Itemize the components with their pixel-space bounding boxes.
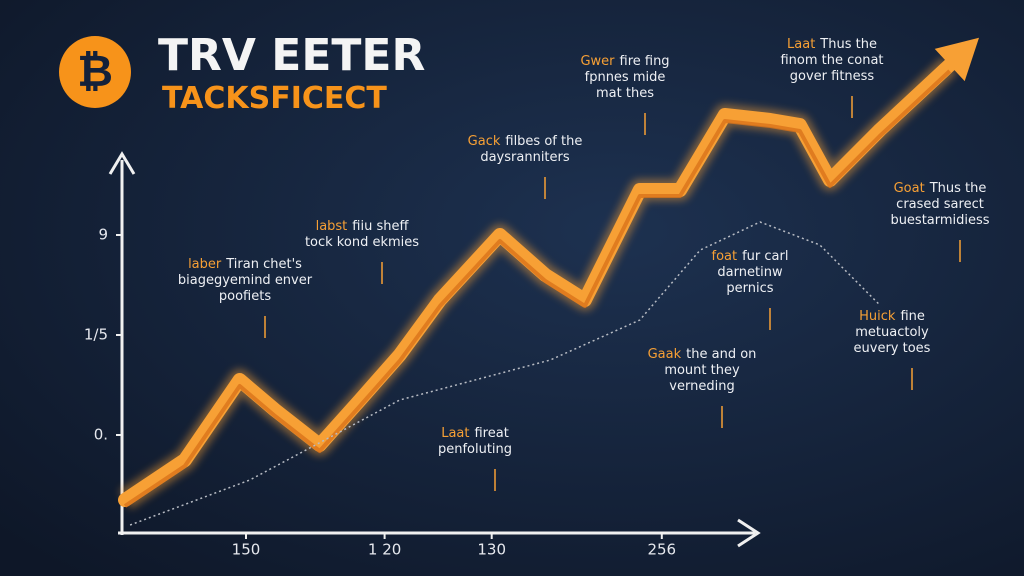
annotation-text: tock kond ekmies — [305, 235, 419, 250]
annotation-lead: Huick — [859, 309, 896, 324]
annotation-lead: laber — [188, 257, 222, 272]
annotation-text: fpnnes mide — [585, 70, 666, 85]
annotation-lead: Gaak — [648, 347, 682, 362]
annotation-text: daysranniters — [480, 150, 570, 165]
y-tick-label: 9 — [98, 226, 108, 244]
annotation-text: Tiran chet's — [225, 257, 302, 272]
annotation-lead: Gwer — [580, 54, 615, 69]
annotation-text: poofiets — [219, 289, 271, 304]
chart-subtitle: TACKSFICECT — [162, 81, 387, 116]
annotation: Laat fireat penfoluting — [438, 426, 512, 457]
annotation-text: the and on — [686, 347, 756, 362]
annotation: foat fur carl darnetinw pernics — [712, 249, 789, 296]
annotation-text: fiiu sheff — [352, 219, 409, 234]
x-tick-label: 256 — [647, 541, 676, 559]
annotation: Gack filbes of the daysranniters — [468, 134, 583, 165]
x-axis — [118, 518, 761, 548]
annotation-text: crased sarect — [896, 197, 984, 212]
annotation-text: fireat — [474, 426, 508, 441]
annotation-text: fur carl — [742, 249, 788, 264]
annotation-text: penfoluting — [438, 442, 512, 457]
annotation-text: metuactoly — [855, 325, 929, 340]
x-tick-label: 1 20 — [368, 541, 401, 559]
annotation: laber Tiran chet's biagegyemind enver poofi… — [178, 257, 313, 304]
annotation-lead: foat — [712, 249, 738, 264]
trend-line — [129, 221, 881, 526]
annotation-text: mount they — [664, 363, 740, 378]
x-tick-label: 130 — [477, 541, 506, 559]
annotation-text: finom the conat — [780, 53, 883, 68]
annotation-text: biagegyemind enver — [178, 273, 313, 288]
annotation-text: darnetinw — [717, 265, 783, 280]
axes — [108, 151, 761, 548]
annotation-text: Thus the — [819, 37, 877, 52]
annotation: Huick fine metuactoly euvery toes — [854, 309, 931, 356]
annotation-text: buestarmidiess — [890, 213, 989, 228]
annotation-text: filbes of the — [505, 134, 582, 149]
annotation-lead: Goat — [894, 181, 925, 196]
annotation-text: Thus the — [929, 181, 987, 196]
arrow-head — [934, 37, 980, 82]
annotation-text: fire fing — [620, 54, 670, 69]
y-tick-label: 1/5 — [84, 326, 108, 344]
logo-symbol: ₿ — [77, 46, 113, 97]
price-line — [118, 58, 957, 507]
price-shadow — [123, 69, 952, 508]
annotation-text: fine — [900, 309, 924, 324]
y-axis — [108, 151, 136, 535]
annotation: labst fiiu sheff tock kond ekmies — [305, 219, 419, 250]
annotation: Laat Thus the finom the conat gover fitness — [780, 37, 883, 84]
annotation-lead: Laat — [441, 426, 469, 441]
annotation-text: mat thes — [596, 86, 654, 101]
annotation-text: verneding — [669, 379, 734, 394]
x-tick-label: 150 — [232, 541, 261, 559]
annotation-lead: Laat — [787, 37, 815, 52]
logo-circle — [59, 36, 131, 108]
annotation-lead: labst — [316, 219, 348, 234]
y-tick-label: 0. — [94, 426, 108, 444]
annotation-text: pernics — [726, 281, 773, 296]
annotation: Goat Thus the crased sarect buestarmidiess — [890, 181, 989, 228]
annotation-lead: Gack — [468, 134, 501, 149]
annotation-text: gover fitness — [790, 69, 875, 84]
annotation: Gwer fire fing fpnnes mide mat thes — [580, 54, 669, 101]
annotation-text: euvery toes — [854, 341, 931, 356]
annotation: Gaak the and on mount they verneding — [648, 347, 757, 394]
chart-title: TRV EETER — [158, 30, 425, 81]
